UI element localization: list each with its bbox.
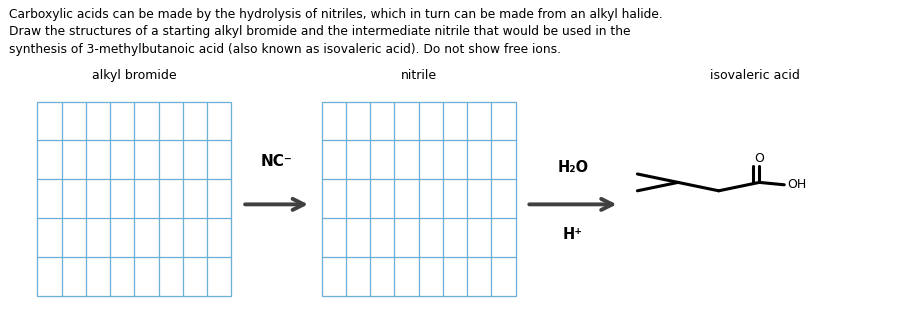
Text: alkyl bromide: alkyl bromide [92,69,176,82]
Text: H⁺: H⁺ [563,227,583,242]
Text: H₂O: H₂O [557,160,588,175]
Text: isovaleric acid: isovaleric acid [710,69,800,82]
Text: OH: OH [787,178,806,191]
Bar [37,102,232,296]
Text: O: O [755,152,764,165]
Text: nitrile: nitrile [401,69,437,82]
Text: NC⁻: NC⁻ [261,154,292,169]
Bar [321,102,516,296]
Text: Carboxylic acids can be made by the hydrolysis of nitriles, which in turn can be: Carboxylic acids can be made by the hydr… [9,8,662,56]
